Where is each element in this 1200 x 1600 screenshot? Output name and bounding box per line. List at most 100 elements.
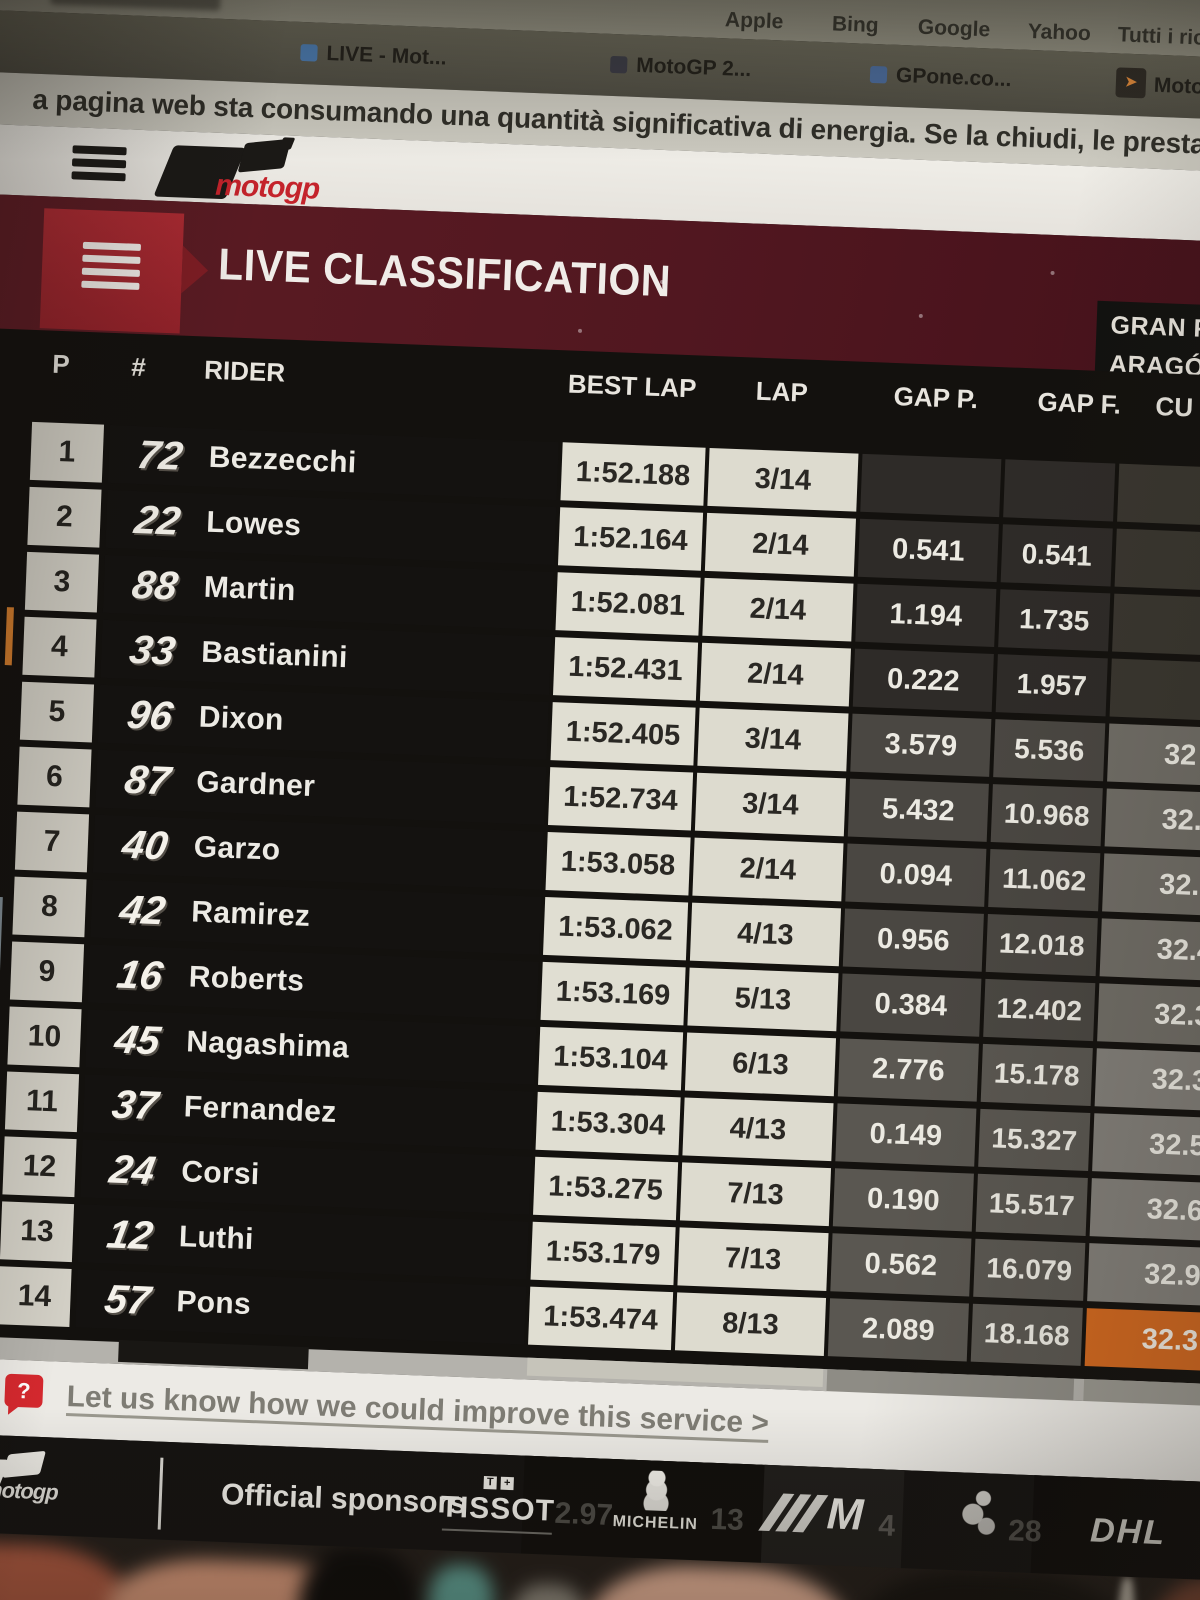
position-cell: 2 (27, 486, 102, 548)
tab2-favicon (609, 55, 628, 74)
col-header-gapf: GAP F. (1037, 386, 1122, 420)
position-cell: 8 (12, 876, 87, 938)
col-header-cur: CU (1154, 391, 1194, 423)
ghost-text: 13 (709, 1502, 745, 1538)
position-cell: 1 (29, 421, 105, 483)
current-lap-cell: 32.3 (1097, 983, 1200, 1049)
gap-prev-cell: 3.579 (850, 713, 992, 777)
gap-prev-cell: 0.541 (857, 518, 999, 583)
rider-number: 24 (106, 1147, 159, 1194)
gap-first-cell: 1.735 (998, 589, 1111, 652)
tab3-favicon (869, 65, 888, 84)
lap-cell: 2/14 (704, 512, 856, 577)
tab-moto[interactable]: Moto... (1153, 73, 1200, 100)
position-cell: 3 (24, 551, 100, 613)
tab-live-timing[interactable]: LIVE - Mot... (326, 41, 447, 70)
page-title: LIVE CLASSIFICATION (217, 239, 672, 307)
official-sponsors-label: Official sponsors (220, 1477, 467, 1521)
rider-name: Martin (203, 570, 297, 608)
classification-table: P # RIDER BEST LAP LAP GAP P. GAP F. CU … (0, 326, 1200, 1393)
current-lap-cell: 32.3 (1094, 1048, 1200, 1114)
rider-number: 45 (111, 1017, 164, 1064)
bookmark-google[interactable]: Google (917, 15, 991, 42)
rider-name: Ramirez (190, 895, 311, 933)
tissot-logo: T + TISSOT (432, 1470, 564, 1535)
tab1-favicon (300, 43, 318, 62)
current-lap-cell: 32. (1104, 788, 1200, 854)
gap-first-cell: 1.957 (995, 654, 1108, 717)
best-lap-cell: 1:52.188 (560, 442, 706, 506)
rider-number: 96 (123, 692, 177, 739)
menu-icon[interactable] (71, 145, 127, 183)
footer-divider (157, 1457, 164, 1530)
col-header-bestlap: BEST LAP (567, 368, 698, 404)
logo-wordmark: motogp (214, 168, 320, 206)
lap-cell: 4/13 (682, 1097, 834, 1162)
rider-name: Luthi (178, 1220, 255, 1257)
gap-first-cell: 15.327 (978, 1108, 1091, 1172)
current-lap-cell (1112, 593, 1200, 659)
lap-cell: 8/13 (674, 1292, 827, 1357)
rider-number: 72 (133, 433, 187, 479)
current-lap-cell (1109, 658, 1200, 724)
rider-number: 88 (128, 563, 182, 609)
position-cell: 9 (9, 941, 85, 1003)
current-lap-cell: 32.9 (1087, 1243, 1200, 1309)
best-lap-cell: 1:53.104 (538, 1026, 684, 1091)
bmw-m-logo: M (758, 1489, 892, 1550)
bibendum-icon (642, 1470, 671, 1512)
best-lap-cell: 1:53.179 (530, 1221, 676, 1286)
rider-name: Nagashima (185, 1025, 350, 1065)
gap-prev-cell: 0.562 (830, 1233, 972, 1297)
gap-prev-cell (860, 453, 1002, 518)
gap-prev-cell: 0.956 (842, 908, 984, 972)
col-header-p: P (51, 348, 71, 380)
rider-cell: 72 Bezzecchi (107, 424, 559, 501)
best-lap-cell: 1:52.431 (552, 637, 699, 701)
rider-number: 37 (108, 1082, 162, 1129)
feedback-link[interactable]: Let us know how we could improve this se… (66, 1379, 770, 1440)
col-header-lap: LAP (755, 375, 809, 408)
gap-prev-cell: 5.432 (847, 778, 989, 842)
lap-cell: 2/14 (692, 837, 844, 902)
current-lap-cell: 32.6 (1089, 1178, 1200, 1244)
position-cell: 12 (2, 1136, 77, 1198)
michelin-logo: MICHELIN (600, 1469, 712, 1535)
bookmark-bing[interactable]: Bing (831, 12, 880, 38)
moto-arrow-icon: ➤ (1115, 67, 1147, 99)
motogp-logo[interactable]: motogp (153, 137, 405, 212)
position-cell: 14 (0, 1266, 72, 1328)
lap-cell: 7/13 (679, 1162, 832, 1227)
rider-name: Bastianini (200, 635, 349, 675)
current-lap-cell: 32.4 (1099, 918, 1200, 984)
best-lap-cell: 1:53.058 (545, 832, 691, 896)
tab-gpone[interactable]: GPone.co... (895, 63, 1012, 92)
gap-first-cell: 10.968 (990, 784, 1103, 847)
rider-number: 33 (126, 627, 179, 674)
gap-prev-cell: 1.194 (855, 583, 997, 648)
rider-number: 40 (118, 822, 172, 869)
gap-prev-cell: 0.149 (835, 1103, 977, 1167)
motogp-footer-logo: motogp (0, 1450, 144, 1523)
best-lap-cell: 1:52.734 (548, 767, 694, 831)
position-cell: 5 (19, 681, 95, 743)
rider-name: Corsi (180, 1155, 261, 1192)
rider-number: 22 (131, 498, 184, 544)
tissot-subline (441, 1528, 552, 1535)
gap-first-cell: 16.079 (973, 1238, 1086, 1301)
bookmark-smudge (50, 0, 221, 11)
col-header-gapp: GAP P. (893, 380, 979, 415)
tab-motogp[interactable]: MotoGP 2... (635, 53, 752, 82)
bubble-tail (7, 1404, 21, 1416)
lap-cell: 3/14 (694, 772, 847, 837)
position-cell: 10 (7, 1006, 82, 1068)
bookmark-tutti[interactable]: Tutti i ric... (1117, 23, 1200, 51)
current-lap-cell (1114, 528, 1200, 595)
live-menu-icon[interactable] (81, 241, 142, 292)
chevron-right-icon (181, 245, 209, 295)
bookmark-yahoo[interactable]: Yahoo (1027, 19, 1092, 46)
bookmark-apple[interactable]: Apple (724, 8, 784, 34)
lap-cell: 7/13 (677, 1227, 829, 1292)
